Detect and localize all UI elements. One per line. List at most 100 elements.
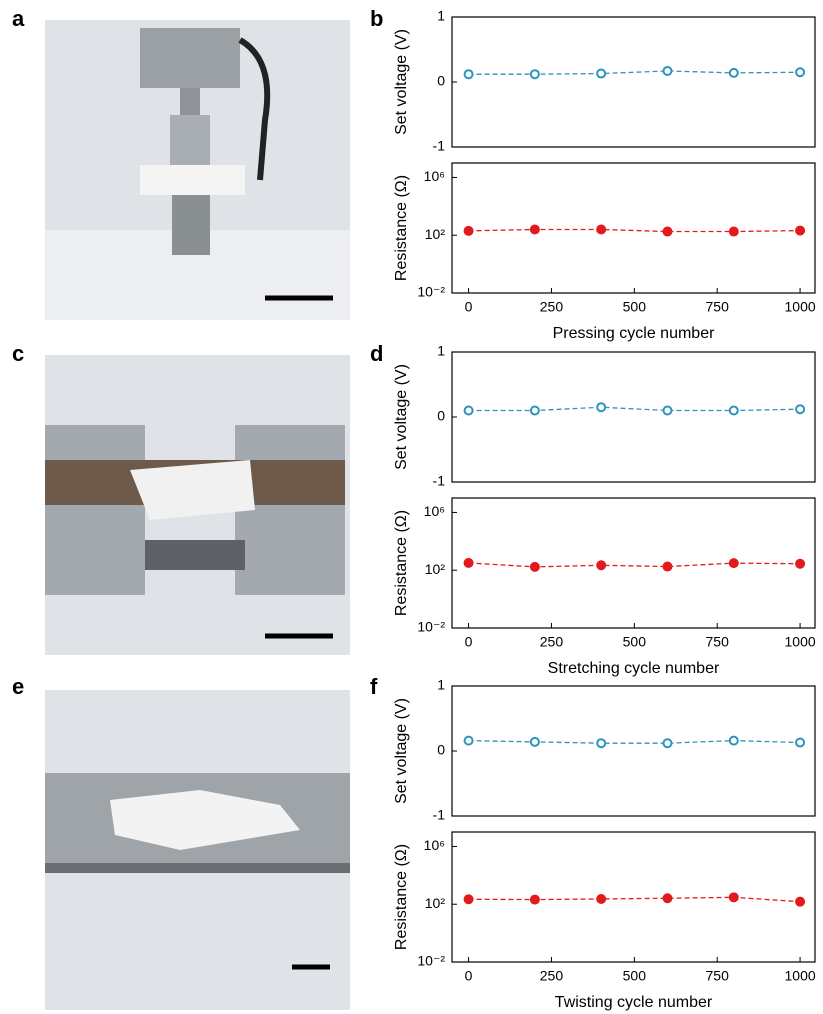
x-tick-label: 1000: [785, 299, 816, 315]
y-axis-label: Resistance (Ω): [393, 175, 410, 281]
x-tick-label: 750: [706, 299, 730, 315]
y-axis-label: Set voltage (V): [393, 29, 410, 135]
data-point: [728, 67, 739, 78]
x-tick-label: 0: [465, 299, 473, 315]
series-line: [468, 562, 801, 568]
data-point: [463, 69, 474, 80]
x-tick-label: 500: [623, 634, 647, 650]
data-point: [795, 225, 806, 236]
plot-frame: [451, 497, 816, 629]
data-point: [728, 892, 739, 903]
x-tick-label: 0: [465, 968, 473, 984]
photo-e: [45, 690, 350, 1010]
x-tick-label: 0: [465, 634, 473, 650]
data-point: [463, 225, 474, 236]
data-point: [662, 226, 673, 237]
x-axis-label: Pressing cycle number: [553, 325, 716, 342]
x-tick-label: 750: [706, 634, 730, 650]
y-tick-label: -1: [433, 138, 446, 154]
y-tick-label: 0: [437, 73, 445, 89]
data-point: [795, 404, 806, 415]
data-point: [795, 558, 806, 569]
data-point: [463, 557, 474, 568]
data-point: [529, 224, 540, 235]
y-tick-label: 1: [437, 677, 445, 693]
series-line: [468, 739, 801, 744]
y-tick-label: 10⁶: [424, 837, 445, 853]
y-tick-label: 10²: [425, 895, 446, 911]
data-point: [529, 561, 540, 572]
panel-label: a: [12, 6, 25, 31]
y-tick-label: 1: [437, 343, 445, 359]
y-axis-label: Set voltage (V): [393, 698, 410, 804]
x-axis-label: Stretching cycle number: [548, 660, 720, 677]
y-tick-label: 10⁶: [424, 168, 445, 184]
y-axis-label: Resistance (Ω): [393, 510, 410, 616]
panel-label: b: [370, 6, 383, 31]
y-tick-label: 10⁶: [424, 503, 445, 519]
series-line: [468, 406, 801, 412]
photo-a: [45, 20, 350, 320]
data-point: [529, 405, 540, 416]
x-tick-label: 1000: [785, 968, 816, 984]
y-tick-label: 0: [437, 408, 445, 424]
plot-frame: [451, 162, 816, 294]
data-point: [596, 738, 607, 749]
x-tick-label: 250: [540, 634, 564, 650]
x-tick-label: 500: [623, 299, 647, 315]
panel-label: f: [370, 674, 378, 699]
data-point: [463, 894, 474, 905]
y-tick-label: -1: [433, 807, 446, 823]
x-tick-label: 1000: [785, 634, 816, 650]
plot-frame: [451, 831, 816, 963]
series-line: [468, 228, 801, 233]
data-point: [728, 735, 739, 746]
series-line: [468, 70, 801, 75]
y-tick-label: 10²: [425, 226, 446, 242]
y-tick-label: -1: [433, 473, 446, 489]
data-point: [795, 67, 806, 78]
y-tick-label: 10⁻²: [417, 619, 445, 635]
data-point: [662, 893, 673, 904]
data-point: [662, 738, 673, 749]
data-point: [463, 405, 474, 416]
y-axis-label: Resistance (Ω): [393, 844, 410, 950]
data-point: [662, 405, 673, 416]
x-axis-label: Twisting cycle number: [555, 994, 713, 1011]
data-point: [596, 893, 607, 904]
data-point: [728, 226, 739, 237]
data-point: [596, 560, 607, 571]
y-tick-label: 10⁻²: [417, 953, 445, 969]
data-point: [596, 224, 607, 235]
data-point: [795, 896, 806, 907]
data-point: [529, 69, 540, 80]
data-point: [662, 561, 673, 572]
y-axis-label: Set voltage (V): [393, 364, 410, 470]
data-point: [728, 405, 739, 416]
x-tick-label: 750: [706, 968, 730, 984]
y-tick-label: 1: [437, 8, 445, 24]
data-point: [662, 65, 673, 76]
panel-label: d: [370, 341, 383, 366]
data-point: [529, 894, 540, 905]
data-point: [463, 735, 474, 746]
data-point: [596, 402, 607, 413]
plot-frame: [451, 16, 816, 148]
y-tick-label: 10⁻²: [417, 284, 445, 300]
series-line: [468, 896, 801, 903]
x-tick-label: 250: [540, 968, 564, 984]
plot-frame: [451, 351, 816, 483]
y-tick-label: 0: [437, 742, 445, 758]
panel-label: e: [12, 674, 24, 699]
photo-c: [45, 355, 350, 655]
x-tick-label: 250: [540, 299, 564, 315]
plot-frame: [451, 685, 816, 817]
data-point: [728, 558, 739, 569]
x-tick-label: 500: [623, 968, 647, 984]
data-point: [795, 737, 806, 748]
data-point: [596, 68, 607, 79]
data-point: [529, 736, 540, 747]
panel-label: c: [12, 341, 24, 366]
y-tick-label: 10²: [425, 561, 446, 577]
